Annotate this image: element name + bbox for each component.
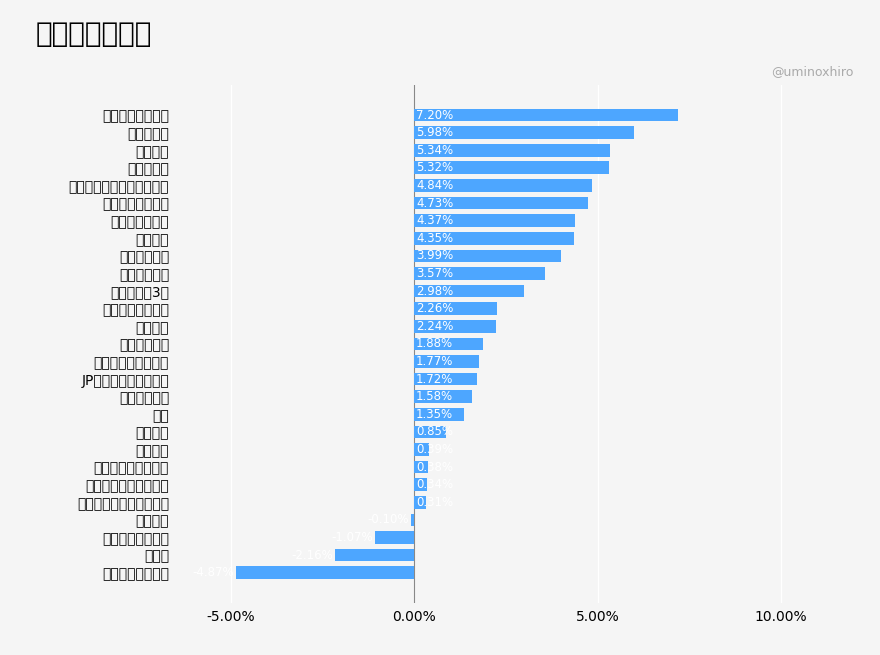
Bar [414,320,496,333]
Text: 4.84%: 4.84% [416,179,453,192]
Text: 5.32%: 5.32% [416,161,453,174]
Text: 0.39%: 0.39% [416,443,453,456]
Text: 7.20%: 7.20% [416,109,453,122]
Bar [414,267,546,280]
Bar [236,567,414,579]
Bar [414,443,429,456]
Text: 1.72%: 1.72% [416,373,453,386]
Text: 4.35%: 4.35% [416,232,453,245]
Text: 5.34%: 5.34% [416,143,453,157]
Text: 0.34%: 0.34% [416,478,453,491]
Bar [414,478,427,491]
Bar [414,303,497,315]
Text: 2.98%: 2.98% [416,284,453,297]
Bar [414,126,634,139]
Text: 3.57%: 3.57% [416,267,453,280]
Text: 保有銘柄騰落率: 保有銘柄騰落率 [35,20,151,48]
Text: -2.16%: -2.16% [291,549,334,561]
Text: @uminoxhiro: @uminoxhiro [771,66,854,79]
Text: 2.26%: 2.26% [416,302,453,315]
Text: -1.07%: -1.07% [332,531,373,544]
Text: 2.24%: 2.24% [416,320,453,333]
Bar [414,109,678,121]
Text: -4.87%: -4.87% [193,566,234,579]
Text: -0.10%: -0.10% [367,514,409,527]
Bar [414,408,464,421]
Bar [414,285,524,297]
Bar [414,214,575,227]
Text: 3.99%: 3.99% [416,250,453,263]
Text: 1.35%: 1.35% [416,408,453,421]
Bar [414,144,610,157]
Bar [414,426,445,438]
Text: 1.77%: 1.77% [416,355,453,368]
Text: 4.37%: 4.37% [416,214,453,227]
Bar [414,390,473,403]
Text: 1.88%: 1.88% [416,337,453,350]
Text: 1.58%: 1.58% [416,390,453,403]
Bar [375,531,414,544]
Bar [414,373,477,385]
Bar [414,196,588,210]
Bar [335,549,414,561]
Text: 5.98%: 5.98% [416,126,453,139]
Text: 0.31%: 0.31% [416,496,453,509]
Bar [414,250,561,262]
Text: 0.85%: 0.85% [416,425,453,438]
Bar [414,162,610,174]
Bar [414,460,429,474]
Bar [414,355,480,368]
Text: 4.73%: 4.73% [416,196,453,210]
Bar [414,496,426,509]
Bar [414,337,483,350]
Bar [414,179,592,192]
Text: 0.38%: 0.38% [416,460,453,474]
Bar [414,232,574,244]
Bar [411,514,414,526]
